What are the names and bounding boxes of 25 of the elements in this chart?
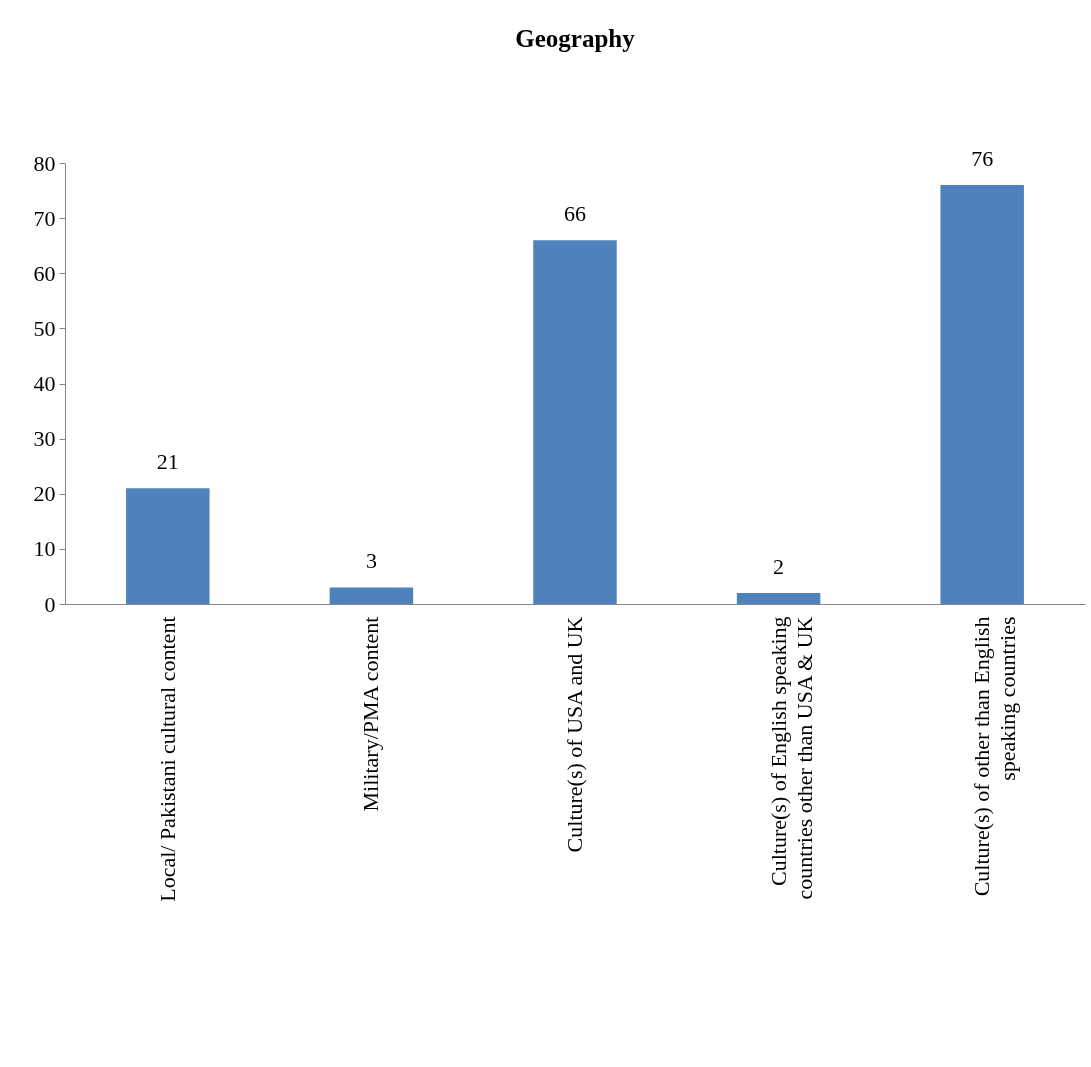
data-label: 2	[773, 553, 785, 579]
y-tick-label: 60	[33, 260, 56, 286]
data-label: 21	[156, 449, 179, 475]
y-tick-label: 20	[33, 481, 56, 507]
y-tick-label: 10	[33, 536, 56, 562]
data-label: 66	[564, 201, 586, 227]
bar	[736, 592, 821, 604]
y-tick-label: 80	[33, 150, 56, 176]
x-tick-label: Culture(s) of English speaking countries other than USA & UK	[765, 616, 817, 900]
y-tick-label: 70	[33, 205, 56, 231]
bar	[533, 240, 617, 604]
data-label: 3	[365, 548, 377, 574]
bar	[126, 488, 210, 604]
bar	[940, 185, 1024, 604]
data-label: 76	[971, 146, 994, 172]
x-tick-label: Culture(s) of USA and UK	[562, 616, 587, 853]
bar	[329, 587, 414, 604]
x-tick-label: Culture(s) of other than English speaking countries	[969, 616, 1021, 897]
y-tick-label: 0	[44, 591, 56, 617]
x-tick-label: Military/PMA content	[358, 616, 384, 812]
y-tick-label: 30	[33, 426, 56, 452]
chart-title: Geography	[515, 25, 636, 53]
x-tick-label: Local/ Pakistani cultural content	[154, 616, 180, 902]
y-tick-label: 50	[33, 315, 56, 341]
y-tick-label: 40	[33, 371, 56, 396]
